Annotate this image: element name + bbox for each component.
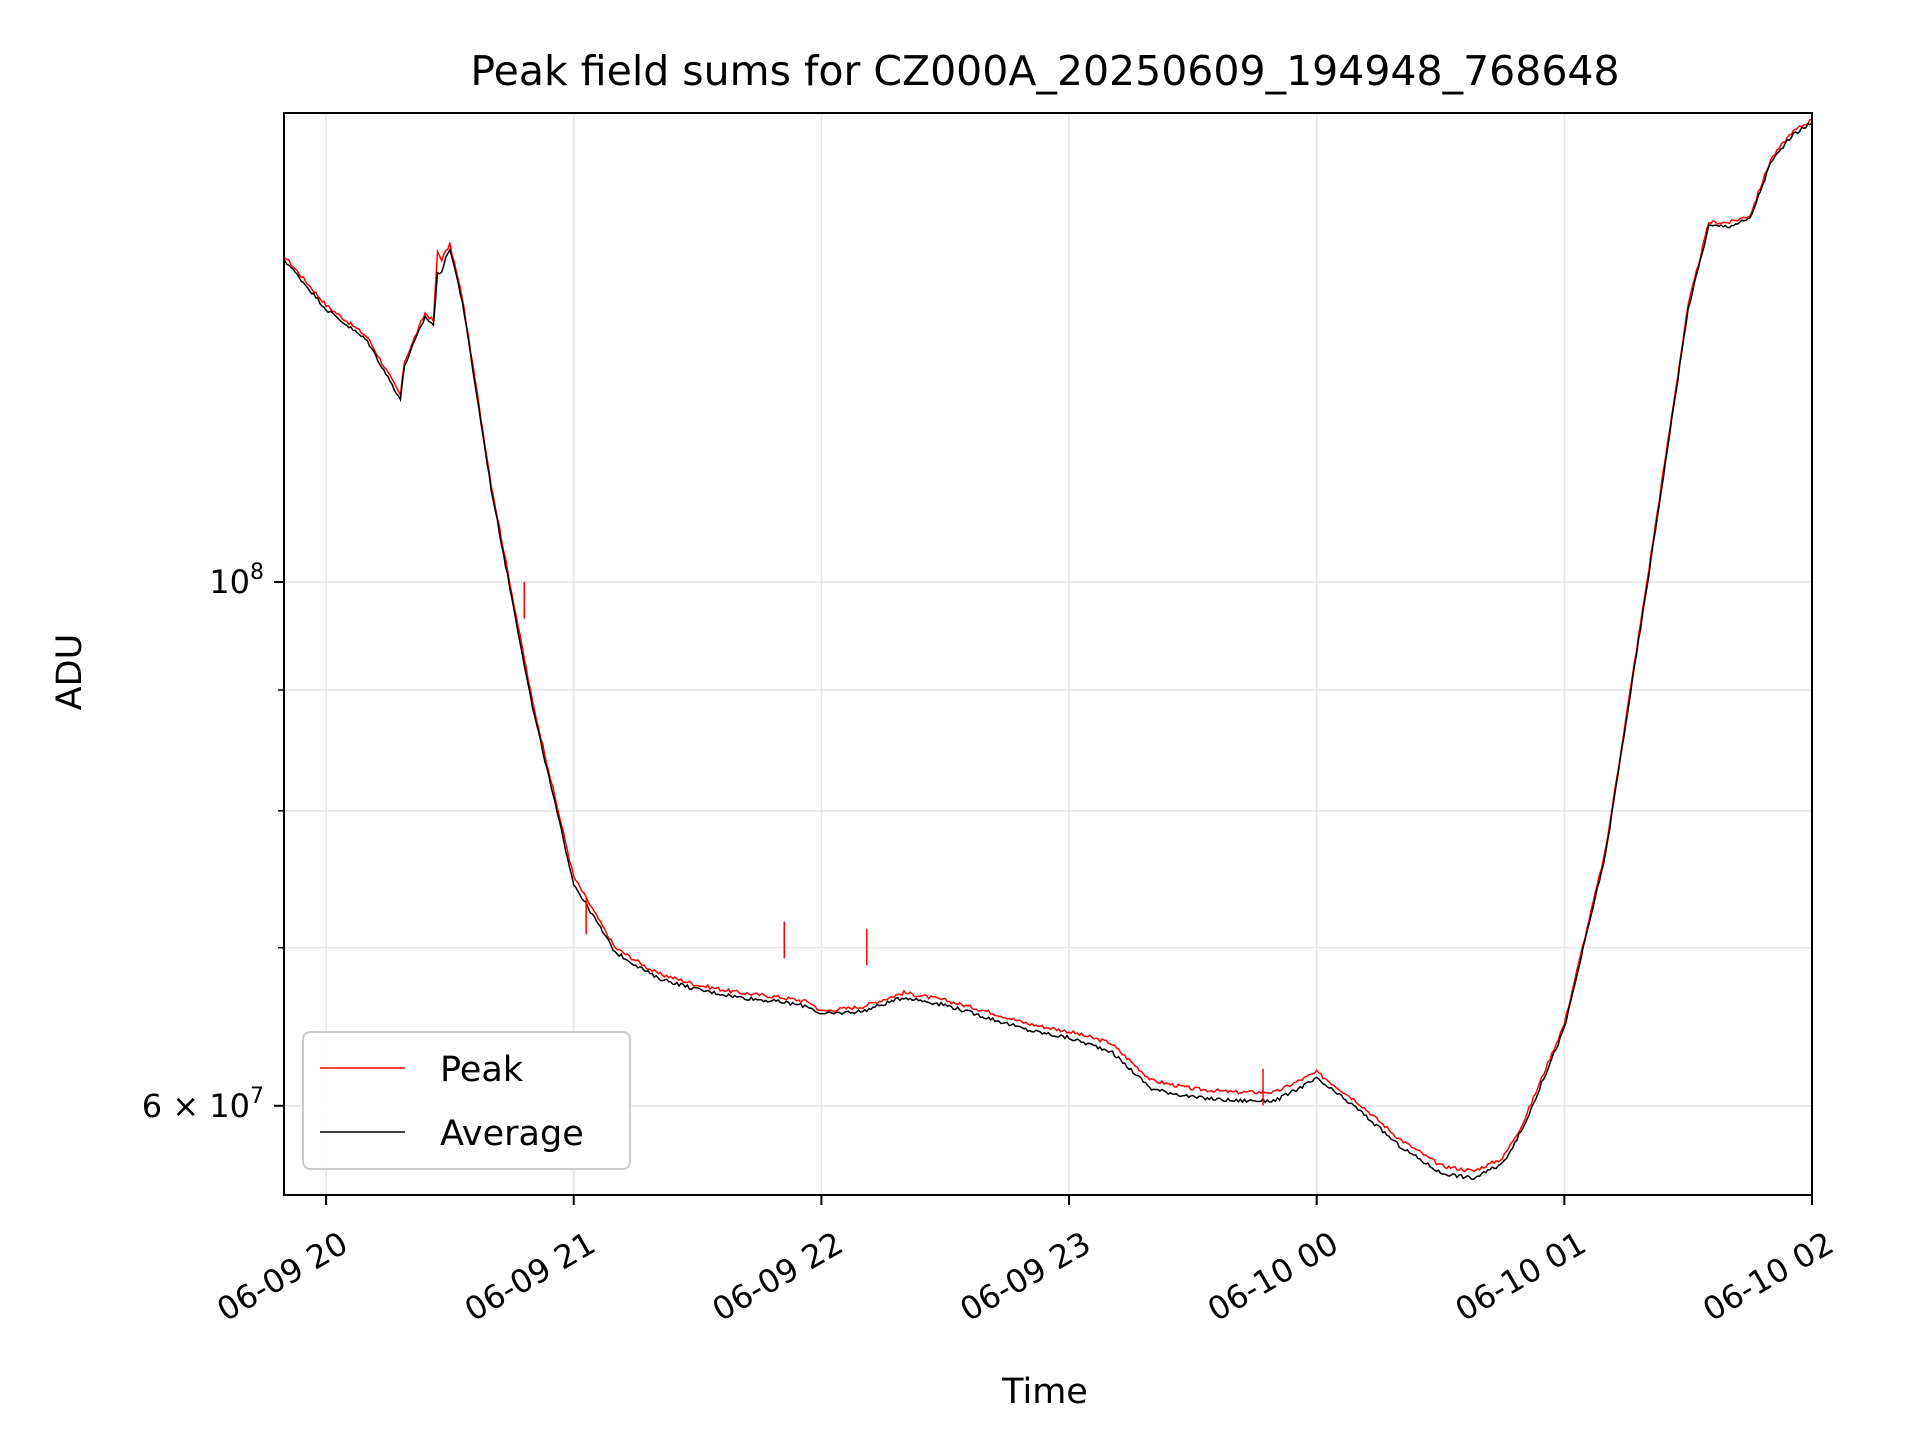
x-tick-label: 06-09 20 bbox=[211, 1224, 355, 1329]
x-axis-ticks: 06-09 20 06-09 21 06-09 22 06-09 23 06-10 00… bbox=[211, 1195, 1840, 1329]
legend-label-peak: Peak bbox=[440, 1050, 524, 1090]
plot-frame bbox=[283, 112, 1813, 1196]
legend-label-average: Average bbox=[440, 1114, 584, 1154]
y-axis-label: ADU bbox=[50, 634, 90, 711]
y-tick-label: 108 bbox=[209, 560, 264, 601]
x-tick-label: 06-10 00 bbox=[1201, 1224, 1345, 1329]
series-line-average bbox=[284, 122, 1812, 1181]
y-tick-prefix: 6 × bbox=[142, 1087, 210, 1125]
y-tick-exponent: 8 bbox=[250, 560, 264, 585]
x-tick-label: 06-09 21 bbox=[458, 1224, 602, 1329]
x-tick-label: 06-10 01 bbox=[1449, 1224, 1593, 1329]
x-axis-label: Time bbox=[1001, 1372, 1088, 1412]
series-line-peak bbox=[284, 118, 1812, 1173]
y-tick-label: 6 × 107 bbox=[142, 1084, 264, 1125]
y-tick-base: 10 bbox=[209, 563, 250, 601]
x-tick-label: 06-09 23 bbox=[953, 1224, 1097, 1329]
chart-title: Peak field sums for CZ000A_20250609_1949… bbox=[470, 47, 1619, 95]
legend: Peak Average bbox=[302, 1031, 631, 1170]
grid-lines bbox=[284, 113, 1813, 1195]
x-tick-label: 06-09 22 bbox=[706, 1224, 850, 1329]
y-tick-base: 10 bbox=[209, 1087, 250, 1125]
series-layer bbox=[284, 118, 1812, 1181]
y-tick-exponent: 7 bbox=[250, 1084, 264, 1109]
legend-box bbox=[302, 1031, 631, 1170]
x-tick-label: 06-10 02 bbox=[1696, 1224, 1840, 1329]
